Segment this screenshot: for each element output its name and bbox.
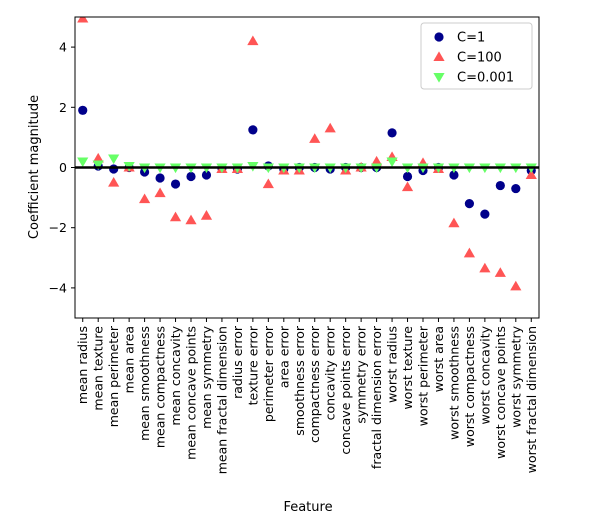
point-c-100-21: [401, 181, 414, 192]
point-c-1-20: [387, 128, 397, 138]
x-tick-label-29: worst fractal dimension: [524, 326, 539, 473]
point-c-100-1: [92, 152, 104, 163]
y-axis-label: Coefficient magnitude: [27, 95, 42, 239]
point-c-1-28: [511, 183, 521, 194]
x-tick-label-5: mean compactness: [153, 326, 168, 448]
axes-layer: 4 2 0 −2 −4 mean radius mean texture mean perim…: [49, 16, 540, 474]
legend-marker-c-100: [433, 51, 445, 62]
point-c-100-6: [169, 211, 182, 222]
x-tick-label-14: smoothness error: [292, 325, 307, 436]
x-tick-label-20: worst radius: [385, 326, 400, 403]
x-tick-label-11: texture error: [245, 325, 260, 405]
point-c-100-5: [154, 187, 166, 198]
x-tick-label-9: mean fractal dimension: [214, 326, 229, 474]
point-c-100-12: [262, 178, 274, 189]
point-c-100-8: [200, 210, 213, 220]
point-c-100-28: [510, 280, 522, 291]
x-tick-label-16: concavity error: [323, 325, 338, 420]
x-tick-label-26: worst concavity: [477, 325, 492, 424]
x-tick-label-19: fractal dimension error: [369, 325, 384, 469]
point-c-100-16: [324, 122, 336, 133]
x-tick-label-3: mean area: [122, 326, 137, 393]
point-c-1-2: [109, 164, 119, 174]
point-c-100-15: [309, 133, 321, 143]
point-c-1-24: [449, 170, 459, 180]
point-c-100-24: [448, 217, 460, 228]
legend-marker-c-1: [434, 32, 444, 42]
point-c-1-25: [464, 199, 474, 209]
point-c-100-4: [139, 193, 151, 204]
point-c-1-26: [480, 209, 490, 219]
x-tick-label-6: mean concavity: [168, 325, 183, 425]
series-c-0-001: [77, 154, 537, 174]
x-tick-label-12: perimeter error: [261, 325, 276, 422]
point-c-1-11: [248, 125, 258, 135]
x-tick-label-17: concave points error: [338, 325, 353, 455]
y-tick-label-4: −4: [49, 280, 67, 295]
point-c-1-27: [495, 180, 505, 191]
x-tick-label-1: mean texture: [91, 326, 106, 411]
point-c-0-001-1: [92, 160, 104, 171]
x-tick-label-7: mean concave points: [184, 326, 199, 460]
x-tick-label-23: worst area: [431, 326, 446, 392]
point-c-1-8: [201, 170, 212, 180]
point-c-1-6: [170, 179, 181, 189]
y-tick-label-2: 0: [59, 160, 67, 175]
x-tick-label-13: area error: [276, 325, 291, 388]
y-tick-label-1: 2: [59, 100, 67, 115]
point-c-0-001-0: [77, 157, 89, 168]
point-c-0-001-20: [386, 157, 398, 168]
point-c-100-2: [108, 176, 120, 187]
x-tick-label-21: worst texture: [400, 326, 415, 410]
point-c-100-19: [371, 155, 383, 166]
series-c-100: [77, 17, 537, 291]
point-c-100-26: [479, 262, 491, 273]
point-c-100-25: [463, 247, 475, 258]
x-tick-label-25: worst compactness: [462, 326, 477, 447]
point-c-100-0: [77, 17, 89, 23]
legend-label-c-1: C=1: [457, 31, 485, 46]
point-c-100-27: [494, 267, 506, 277]
point-c-1-0: [78, 105, 88, 115]
x-tick-label-18: symmetry error: [354, 325, 369, 423]
legend-label-c-100: C=100: [457, 51, 502, 66]
point-c-0-001-2: [108, 154, 120, 165]
x-tick-label-10: radius error: [230, 325, 245, 399]
legend: C=1 C=100 C=0.001: [420, 22, 533, 90]
x-tick-label-27: worst concave points: [493, 326, 508, 459]
x-tick-label-8: mean symmetry: [199, 325, 214, 428]
x-tick-label-4: mean smoothness: [137, 326, 152, 441]
legend-box: [420, 22, 533, 90]
x-tick-label-15: compactness error: [307, 325, 322, 443]
x-tick-label-28: worst symmetry: [508, 325, 523, 427]
point-c-100-29: [525, 169, 537, 180]
x-tick-label-2: mean perimeter: [106, 325, 121, 427]
point-c-1-7: [186, 171, 196, 182]
point-c-1-21: [402, 171, 413, 182]
x-tick-label-0: mean radius: [75, 326, 90, 404]
y-tick-label-3: −2: [49, 220, 67, 235]
point-c-1-5: [155, 173, 165, 183]
point-c-100-11: [247, 35, 259, 46]
x-axis-label: Feature: [283, 500, 332, 515]
point-c-100-7: [185, 214, 197, 225]
x-tick-label-24: worst smoothness: [446, 326, 461, 440]
x-tick-label-22: worst perimeter: [416, 325, 431, 426]
y-tick-label-0: 4: [59, 40, 67, 55]
legend-marker-c-0-001: [433, 72, 445, 83]
legend-label-c-0-001: C=0.001: [457, 71, 514, 86]
